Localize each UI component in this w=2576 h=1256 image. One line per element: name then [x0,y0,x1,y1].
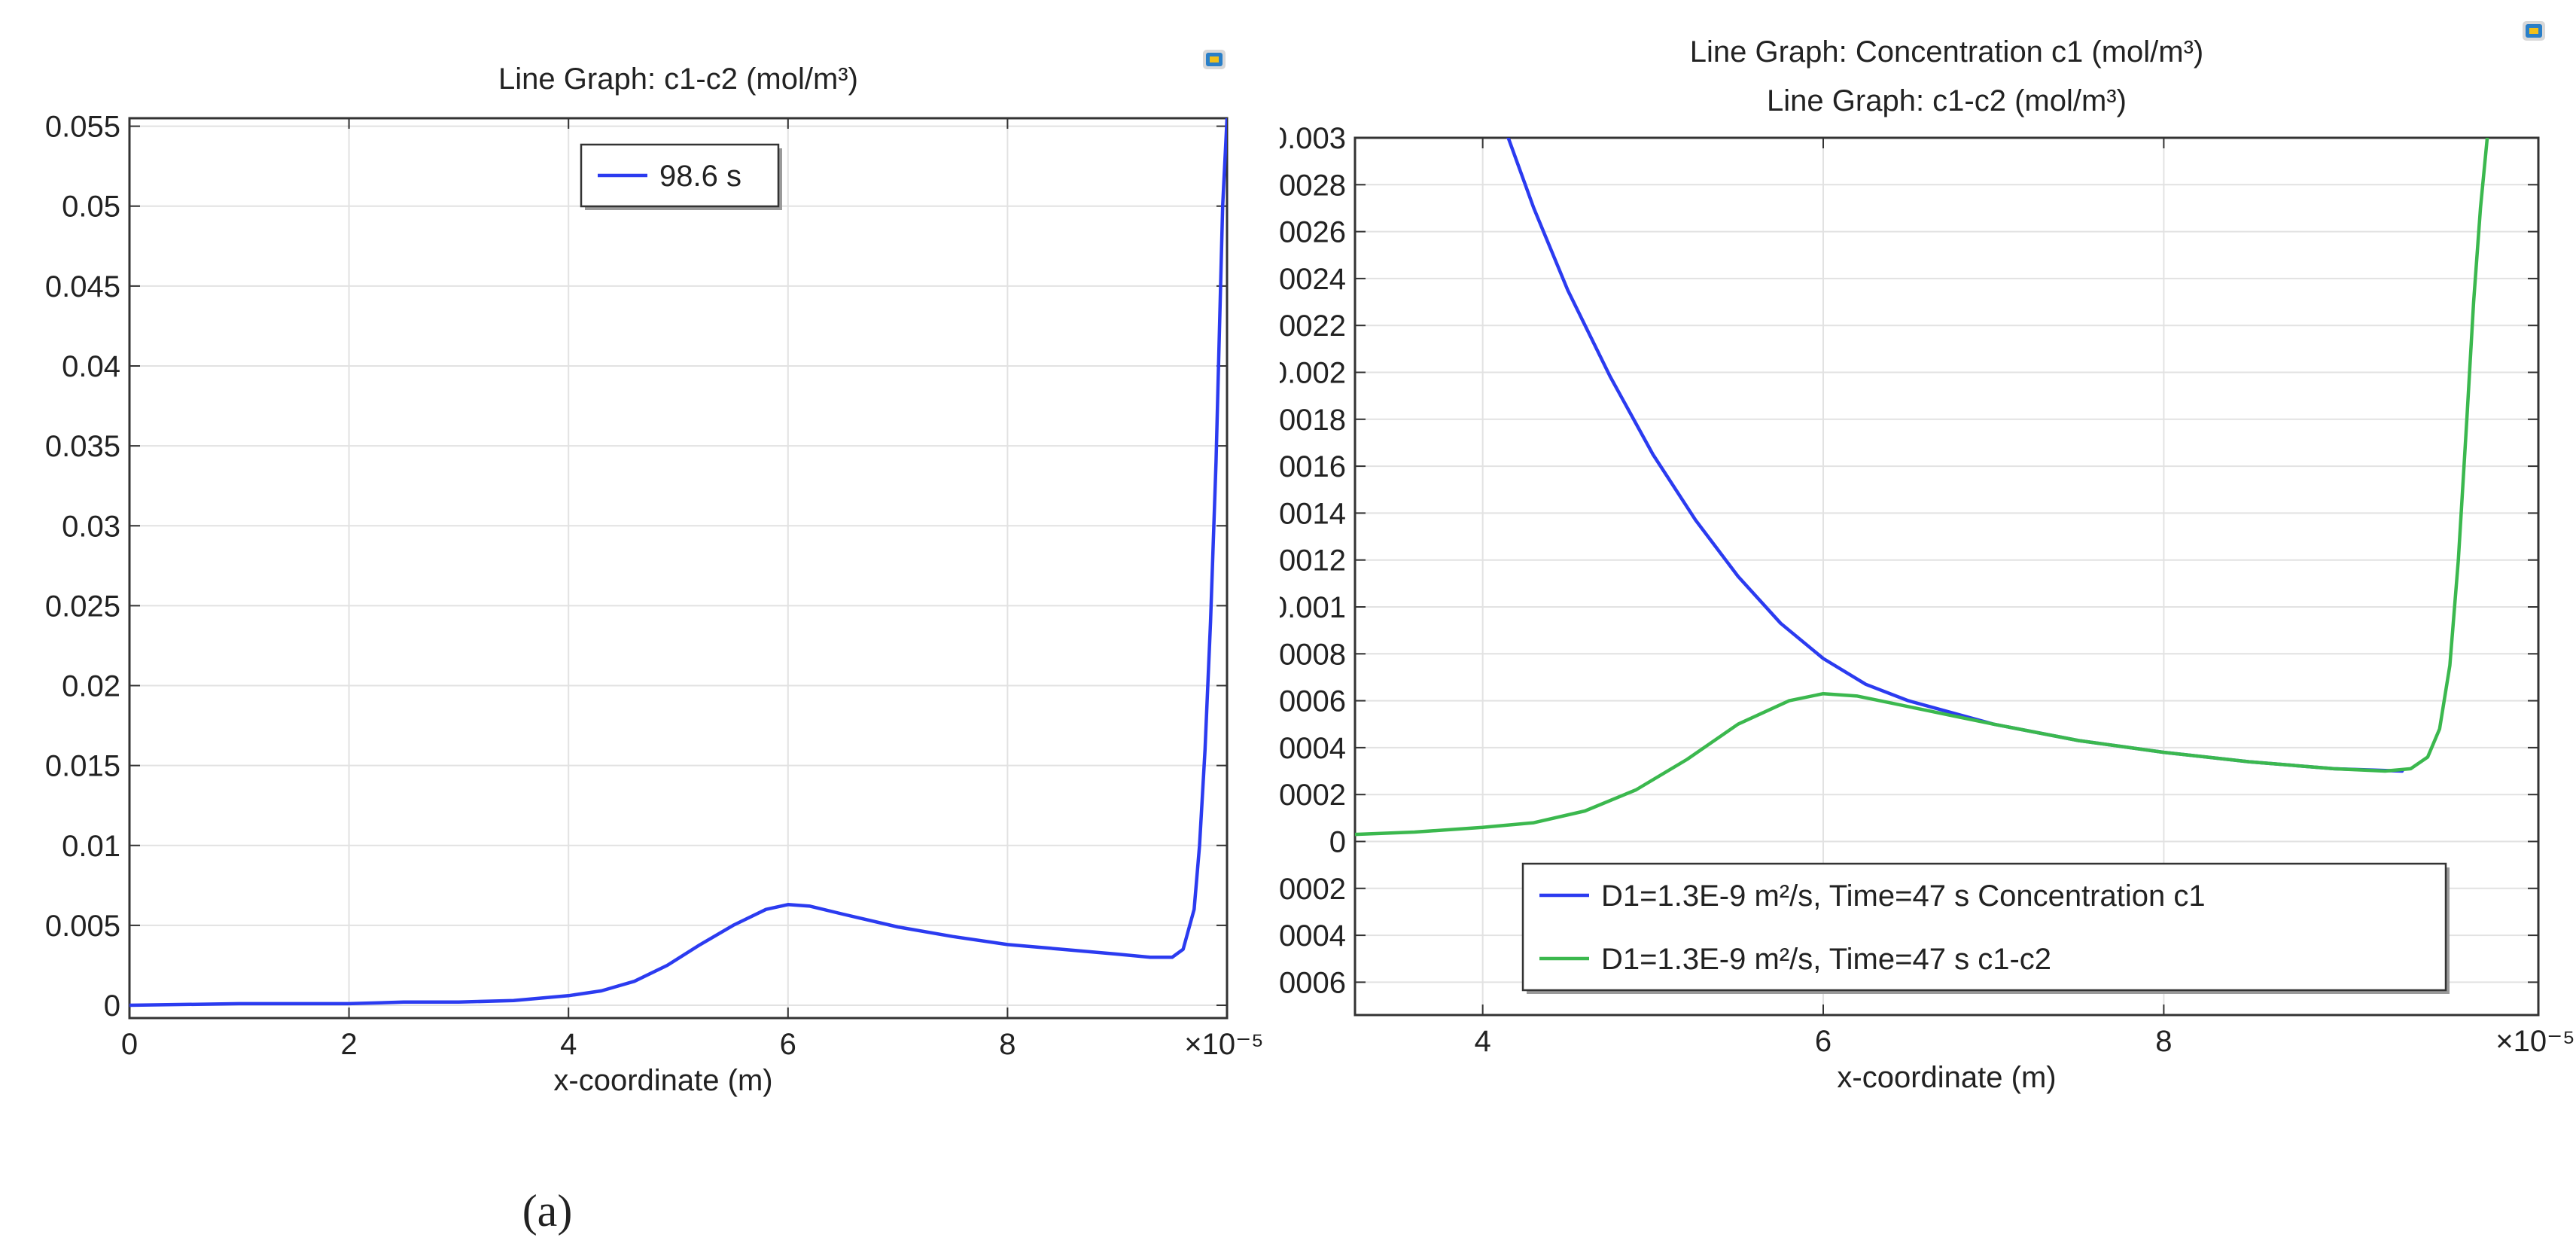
y-tick-label-b-15: 0.0024 [1280,263,1346,296]
y-tick-label-b-2: -0.0002 [1280,873,1346,906]
y-tick-label-b-12: 0.0018 [1280,404,1346,437]
series-group-b [1355,138,2489,837]
y-tick-label-a-7: 0.035 [45,430,120,463]
y-tick-label-b-6: 0.0006 [1280,685,1346,718]
y-tick-label-b-17: 0.0028 [1280,169,1346,202]
y-tick-label-b-9: 0.0012 [1280,544,1346,578]
legend-label-b-0: D1=1.3E-9 m²/s, Time=47 s Concentration … [1601,880,2206,913]
chart-a: Line Graph: c1-c2 (mol/m³) 0 2 4 6 8 ×10⁻⁵ 0 0.0… [45,50,1264,1236]
x-exponent-b: ×10⁻⁵ [2495,1025,2575,1058]
export-icon-inner-b [2529,28,2538,34]
y-tick-label-a-2: 0.01 [62,830,120,863]
x-tick-label-b-2: 8 [2155,1025,2172,1058]
y-tick-label-b-14: 0.0022 [1280,309,1346,343]
plot-frame-b [1353,136,2540,1017]
y-tick-label-b-5: 0.0004 [1280,732,1346,765]
y-tick-label-b-3: 0 [1329,825,1346,858]
y-tick-label-b-16: 0.0026 [1280,216,1346,249]
y-tick-label-b-7: 0.0008 [1280,638,1346,671]
panel-caption-a: (a) [522,1186,573,1236]
y-tick-label-a-0: 0 [104,989,120,1023]
y-tick-label-b-18: 0.003 [1280,122,1346,155]
legend-label-a-0: 98.6 s [659,160,741,193]
plot-title-a-0: Line Graph: c1-c2 (mol/m³) [498,62,858,96]
series-line-b-0 [1506,138,2404,773]
y-tick-label-a-5: 0.025 [45,590,120,623]
y-tick-label-b-4: 0.0002 [1280,779,1346,812]
export-icon-inner-a [1210,56,1219,62]
x-tick-label-b-1: 6 [1815,1025,1832,1058]
x-tick-label-a-3: 6 [780,1028,796,1061]
series-line-a-0 [129,118,1227,1008]
y-tick-label-b-8: 0.001 [1280,591,1346,624]
export-icon-a[interactable] [1203,50,1226,69]
y-tick-label-a-10: 0.05 [62,191,120,224]
plot-title-b-1: Line Graph: c1-c2 (mol/m³) [1767,84,2127,117]
series-group-a [129,118,1227,1008]
plot-title-b-0: Line Graph: Concentration c1 (mol/m³) [1690,35,2204,69]
plot-frame-a [128,117,1229,1020]
y-tick-label-b-13: 0.002 [1280,356,1346,389]
x-tick-label-a-2: 4 [560,1028,577,1061]
y-tick-label-a-6: 0.03 [62,510,120,543]
y-tick-label-b-0: -0.0006 [1280,966,1346,999]
chart-b: Line Graph: Concentration c1 (mol/m³) Lin… [698,21,2575,1236]
x-exponent-a: ×10⁻⁵ [1184,1028,1264,1061]
x-axis-title-a: x-coordinate (m) [553,1064,772,1097]
y-tick-label-b-1: -0.0004 [1280,919,1346,953]
y-tick-label-b-10: 0.0014 [1280,497,1346,530]
panel-a: Line Graph: c1-c2 (mol/m³) 0 2 4 6 8 ×10⁻⁵ 0 0.0… [0,0,1280,1252]
x-tick-label-a-0: 0 [121,1028,138,1061]
series-line-b-1 [1355,138,2489,837]
legend-label-b-1: D1=1.3E-9 m²/s, Time=47 s c1-c2 [1601,943,2051,976]
y-tick-label-a-1: 0.005 [45,910,120,943]
y-tick-label-a-4: 0.02 [62,670,120,703]
y-tick-label-a-9: 0.045 [45,270,120,303]
y-tick-label-a-3: 0.015 [45,750,120,783]
x-axis-title-b: x-coordinate (m) [1837,1061,2056,1094]
y-tick-label-a-11: 0.055 [45,111,120,144]
x-tick-label-a-4: 8 [999,1028,1015,1061]
export-icon-b[interactable] [2523,21,2545,41]
x-tick-label-a-1: 2 [340,1028,357,1061]
legend-box-b [1521,862,2447,992]
y-tick-label-b-11: 0.0016 [1280,450,1346,483]
panel-b: Line Graph: Concentration c1 (mol/m³) Lin… [698,0,2576,1252]
y-tick-label-a-8: 0.04 [62,350,120,383]
x-tick-label-b-0: 4 [1475,1025,1491,1058]
